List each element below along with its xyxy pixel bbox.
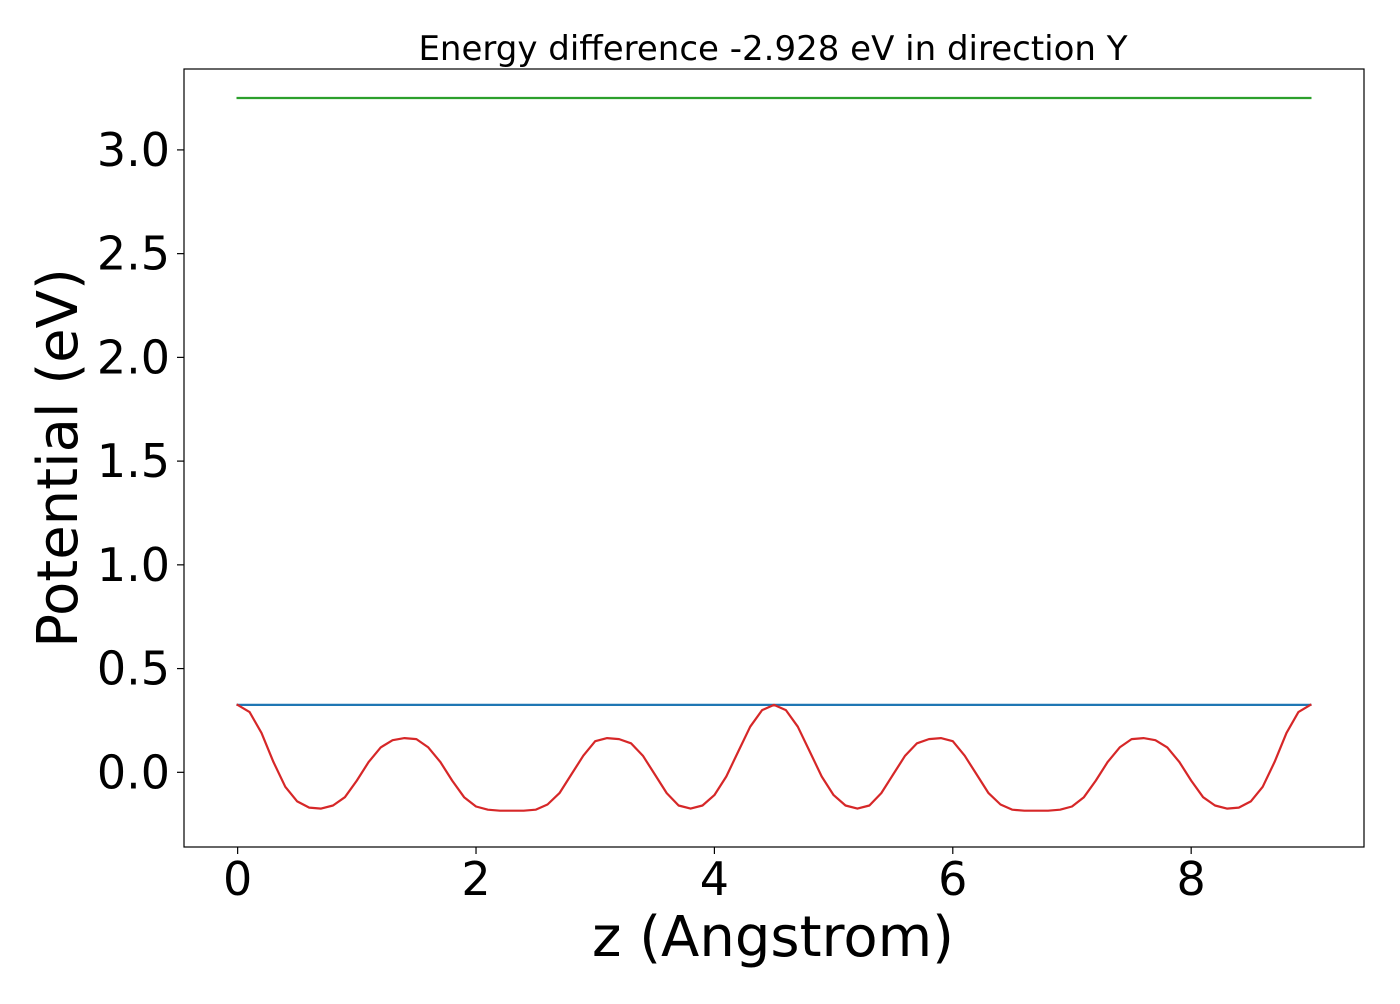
plot-area: 0 2 4 6 8 0.0 0.5 1.0 1.5 2.0 2.5 3.0 <box>97 68 1365 906</box>
y-tick-label: 0.5 <box>97 642 170 696</box>
y-tick-label: 1.0 <box>97 538 170 592</box>
y-tick-label: 2.0 <box>97 330 170 384</box>
plot-frame <box>183 68 1365 848</box>
x-tick-label: 6 <box>938 852 967 906</box>
x-tick-label: 4 <box>700 852 729 906</box>
y-tick-label: 3.0 <box>97 123 170 177</box>
chart-title: Energy difference -2.928 eV in direction… <box>418 29 1127 69</box>
x-tick-label: 8 <box>1177 852 1206 906</box>
x-tick-label: 0 <box>223 852 252 906</box>
y-tick-label: 1.5 <box>97 434 170 488</box>
y-tick-label: 2.5 <box>97 227 170 281</box>
series-line-2 <box>236 703 1312 812</box>
x-tick-label: 2 <box>461 852 490 906</box>
y-axis-label: Potential (eV) <box>26 268 91 648</box>
x-axis-label: z (Angstrom) <box>592 905 954 970</box>
y-tick-label: 0.0 <box>97 745 170 799</box>
